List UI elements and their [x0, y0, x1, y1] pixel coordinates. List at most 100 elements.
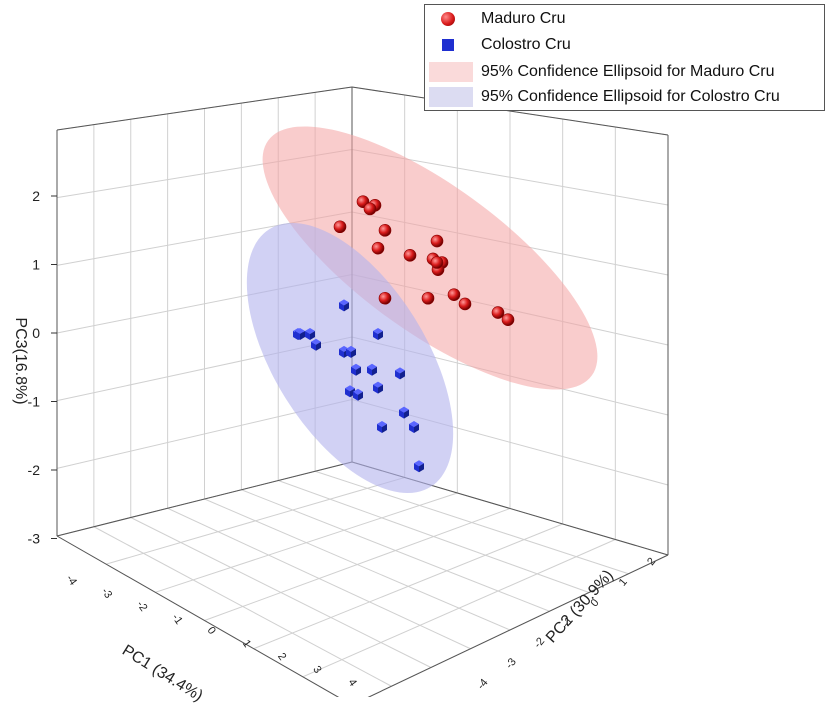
legend-label-maduro: Maduro Cru: [481, 10, 566, 27]
grid-line: [155, 492, 458, 593]
cube-left-face: [367, 366, 372, 376]
colostro-point: [353, 388, 363, 401]
x-tick-label: -3: [99, 586, 114, 601]
maduro-point: [491, 306, 505, 319]
colostro-point: [339, 299, 349, 312]
colostro-point: [399, 406, 409, 419]
cube-right-face: [300, 331, 305, 340]
colostro-point: [414, 460, 424, 473]
colostro-point: [305, 328, 315, 340]
cube-left-face: [339, 348, 344, 358]
legend-label-maduro-ellipsoid: 95% Confidence Ellipsoid for Maduro Cru: [481, 63, 775, 80]
maduro-point: [378, 224, 392, 237]
axis-edge: [351, 86, 669, 136]
maduro-point: [371, 241, 385, 255]
cube-right-face: [378, 384, 383, 394]
z-tick-label: -1: [28, 394, 41, 410]
cube-right-face: [344, 302, 349, 312]
cube-right-face: [372, 366, 377, 376]
maduro-point: [501, 313, 515, 327]
cube-right-face: [404, 409, 409, 419]
point-layer: [293, 195, 515, 473]
colostro-point: [373, 328, 383, 340]
y-tick-label: 1: [617, 576, 630, 588]
maduro-point: [333, 220, 347, 234]
cube-left-face: [305, 331, 310, 340]
x-tick-label: 3: [310, 664, 323, 676]
maduro-point: [421, 291, 435, 305]
x-tick-label: 2: [275, 651, 288, 663]
x-tick-label: 4: [346, 677, 359, 689]
cube-right-face: [351, 348, 356, 358]
x-tick-label: -4: [64, 573, 79, 588]
axis-edge: [367, 554, 669, 697]
cube-left-face: [373, 384, 378, 394]
x-tick-label: 1: [240, 638, 253, 650]
legend-item-colostro-ellipsoid: 95% Confidence Ellipsoid for Colostro Cr…: [425, 87, 824, 109]
colostro-point: [409, 420, 419, 433]
y-tick-label: -3: [503, 656, 518, 671]
maduro-point: [430, 256, 444, 269]
colostro-point: [346, 345, 356, 358]
cube-right-face: [316, 341, 321, 351]
z-tick-label: 0: [32, 325, 40, 341]
grid-line: [204, 508, 511, 621]
legend-label-colostro: Colostro Cru: [481, 36, 571, 53]
y-tick-label: 2: [645, 556, 658, 568]
colostro-point: [351, 363, 361, 376]
cube-right-face: [414, 423, 419, 433]
cube-left-face: [345, 388, 350, 398]
x-tick-label: 0: [205, 625, 218, 637]
ellipse-layer: [246, 126, 598, 494]
legend: Maduro Cru Colostro Cru 95% Confidence E…: [424, 4, 825, 111]
grid-line: [253, 523, 563, 650]
ellipsoid-swatch-icon: [429, 87, 473, 107]
colostro-point: [311, 338, 321, 351]
z-tick-label: 2: [32, 188, 40, 204]
sphere-marker-icon: [441, 12, 455, 26]
cube-left-face: [414, 463, 419, 473]
cube-right-face: [378, 331, 383, 340]
z-tick-label: -3: [28, 531, 41, 547]
colostro-point: [377, 420, 387, 433]
axis-edge: [56, 535, 340, 697]
maduro-point: [378, 291, 392, 305]
cube-marker-icon: [442, 39, 454, 51]
z-tick-label: 1: [32, 257, 40, 273]
maduro-point: [458, 297, 472, 311]
y-tick-label: -4: [475, 677, 490, 692]
colostro-point: [367, 363, 377, 376]
cube-right-face: [400, 370, 405, 380]
legend-item-maduro-ellipsoid: 95% Confidence Ellipsoid for Maduro Cru: [425, 62, 824, 84]
cube-left-face: [353, 391, 358, 401]
cube-right-face: [310, 331, 315, 340]
x-tick-label: -1: [169, 612, 184, 627]
colostro-point: [295, 328, 305, 340]
colostro-point: [395, 367, 405, 380]
cube-left-face: [339, 302, 344, 312]
ellipsoid-swatch-icon: [429, 62, 473, 82]
grid-line: [56, 535, 340, 697]
cube-right-face: [356, 366, 361, 376]
grid-line: [302, 539, 616, 678]
colostro-point: [373, 381, 383, 394]
y-tick-label: -2: [532, 635, 547, 650]
axis-edge: [56, 461, 353, 537]
maduro-point: [403, 249, 417, 262]
cube-left-face: [311, 341, 316, 351]
cube-left-face: [409, 423, 414, 433]
legend-item-maduro: Maduro Cru: [425, 9, 824, 31]
maduro-point: [363, 202, 377, 216]
cube-left-face: [373, 331, 378, 340]
grid-line: [106, 477, 405, 565]
cube-left-face: [377, 423, 382, 433]
legend-label-colostro-ellipsoid: 95% Confidence Ellipsoid for Colostro Cr…: [481, 88, 780, 105]
axis-edge: [56, 86, 353, 131]
cube-left-face: [346, 348, 351, 358]
maduro-point: [430, 234, 444, 248]
z-tick-label: -2: [28, 462, 41, 478]
z-axis-title: PC3(16.8%): [12, 317, 29, 405]
cube-left-face: [395, 370, 400, 380]
